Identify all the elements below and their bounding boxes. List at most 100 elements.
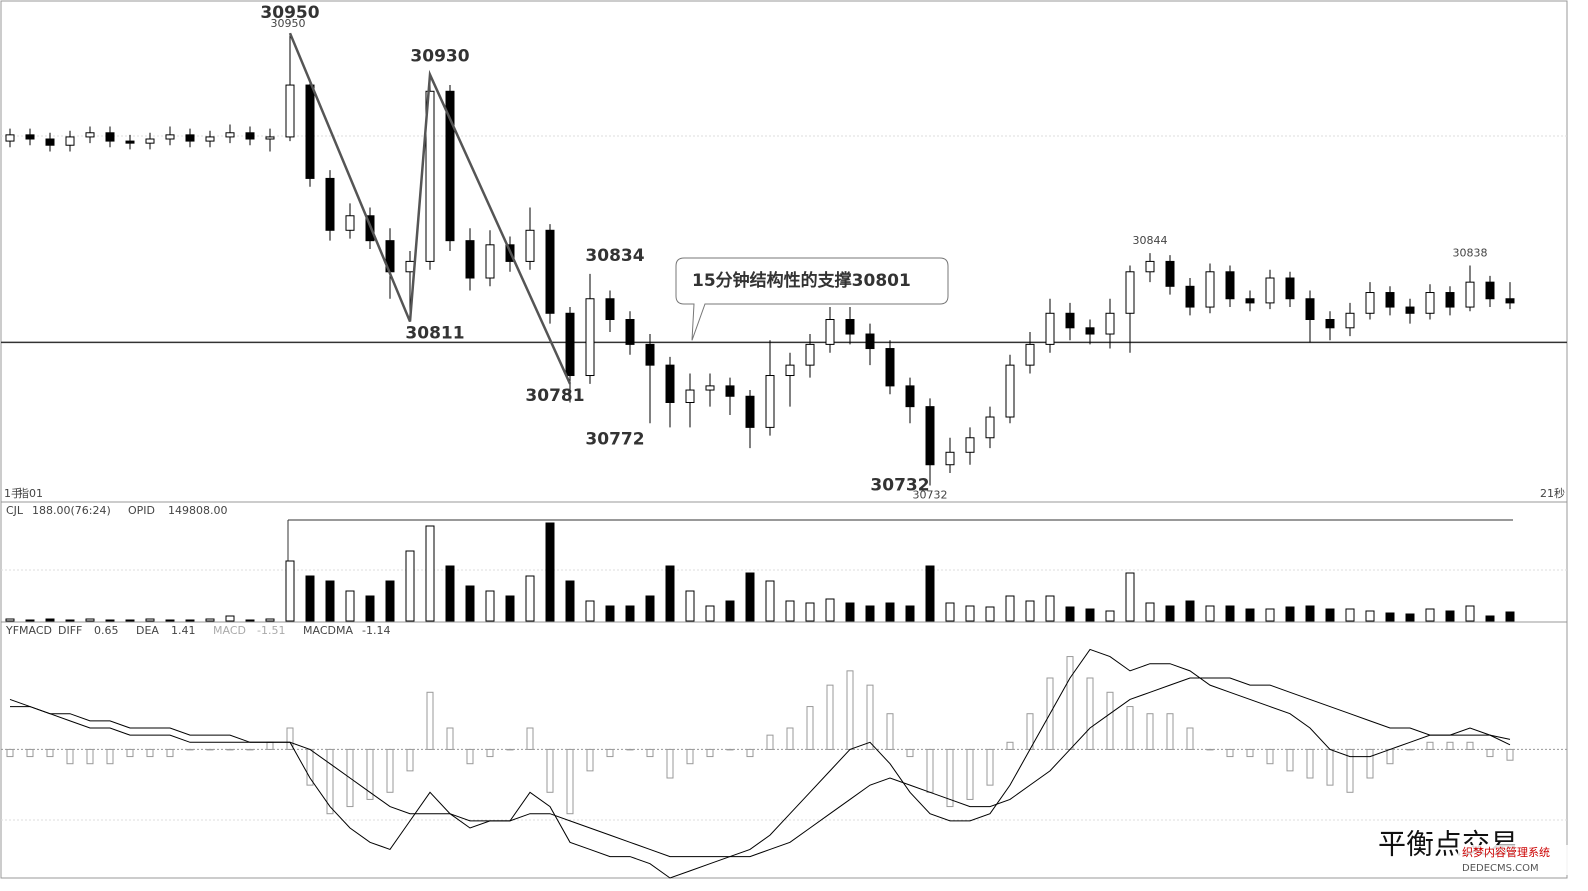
candle-body — [905, 385, 915, 408]
price-annotation: 30950 — [260, 3, 319, 23]
volume-bar — [425, 525, 435, 622]
volume-bar — [165, 619, 175, 622]
price-annotation-small: 30844 — [1133, 234, 1168, 247]
macd-bar — [1446, 741, 1454, 750]
volume-bar — [225, 615, 235, 622]
candle-body — [185, 134, 195, 142]
legend: DEA — [136, 624, 159, 637]
volume-bar — [1005, 595, 1015, 622]
candle-body — [1445, 292, 1455, 308]
candle-body — [265, 136, 275, 140]
macd-bar — [726, 748, 734, 751]
legend: MACDMA — [303, 624, 353, 637]
macd-bar — [146, 748, 154, 758]
volume-bar — [145, 618, 155, 622]
candle-body — [325, 177, 335, 231]
candle-body — [5, 134, 15, 142]
macd-bar — [586, 748, 594, 772]
macd-bar — [1426, 741, 1434, 750]
candle-body — [805, 343, 815, 366]
macd-bar — [426, 691, 434, 750]
macd-bar — [1366, 748, 1374, 779]
candle-body — [1485, 281, 1495, 300]
volume-bar — [705, 605, 715, 622]
candle-body — [965, 437, 975, 453]
volume-bar — [25, 619, 35, 622]
candle-body — [1325, 319, 1335, 329]
candle-body — [705, 385, 715, 391]
volume-bar — [1025, 600, 1035, 622]
macd-bar — [506, 748, 514, 751]
candle-body — [865, 333, 875, 350]
macd-bar — [1006, 741, 1014, 750]
volume-bar — [105, 619, 115, 622]
volume-bar — [1445, 610, 1455, 622]
opid-name: OPID — [128, 504, 155, 517]
candle-body — [205, 136, 215, 142]
candle-body — [1085, 327, 1095, 335]
macd-bar — [1386, 748, 1394, 765]
volume-bar — [565, 580, 575, 622]
macd-bar — [1246, 748, 1254, 758]
candle-body — [1105, 312, 1115, 335]
volume-bar — [1485, 615, 1495, 622]
candle-body — [1005, 364, 1015, 418]
macd-bar — [1106, 691, 1114, 750]
volume-bar — [1385, 612, 1395, 622]
volume-bar — [945, 602, 955, 622]
macd-bar — [1266, 748, 1274, 765]
candle-body — [725, 385, 735, 397]
macd-bar — [946, 748, 954, 808]
price-annotation: 30781 — [525, 386, 584, 406]
legend: DIFF — [58, 624, 82, 637]
volume-bar — [285, 560, 295, 622]
macd-bar — [106, 748, 114, 765]
volume-bar — [545, 522, 555, 622]
volume-bar — [1105, 610, 1115, 622]
candle-body — [885, 348, 895, 387]
candle-body — [665, 364, 675, 403]
candle-body — [845, 319, 855, 335]
volume-bar — [905, 605, 915, 622]
candle-body — [925, 406, 935, 466]
price-annotation-small: 30950 — [271, 17, 306, 30]
macd-bar — [646, 748, 654, 758]
callout-box — [675, 257, 949, 341]
macd-bar — [1466, 741, 1474, 750]
volume-bar — [365, 595, 375, 622]
macd-bar — [1286, 748, 1294, 772]
macd-bar — [666, 748, 674, 779]
candle-body — [985, 416, 995, 439]
price-annotation: 30732 — [870, 475, 929, 495]
trendline — [288, 32, 572, 385]
volume-bar — [485, 590, 495, 622]
candle-body — [145, 138, 155, 144]
volume-bar — [445, 565, 455, 622]
macd-bar — [126, 748, 134, 758]
candle-body — [1465, 281, 1475, 308]
volume-bar — [925, 565, 935, 622]
macd-bar — [326, 748, 334, 815]
volume-bar — [1245, 608, 1255, 622]
candle-body — [1045, 312, 1055, 345]
candle-body — [65, 136, 75, 146]
volume-bar — [1465, 605, 1475, 622]
volume-bar — [185, 619, 195, 622]
volume-bar — [965, 605, 975, 622]
candle-body — [125, 140, 135, 144]
macd-bar — [246, 748, 254, 751]
volume-bar — [245, 619, 255, 622]
volume-bar — [525, 575, 535, 622]
candle-body — [945, 451, 955, 466]
volume-bar — [1285, 606, 1295, 622]
volume-bar — [1405, 613, 1415, 622]
candle-body — [105, 132, 115, 142]
price-annotation-small: 30732 — [913, 488, 948, 501]
candle-body — [565, 312, 575, 377]
macd-bar — [1166, 713, 1174, 750]
candle-body — [625, 319, 635, 345]
macd-bar — [706, 748, 714, 758]
candle-body — [445, 90, 455, 242]
candle-body — [465, 240, 475, 279]
candle-body — [1025, 343, 1035, 366]
